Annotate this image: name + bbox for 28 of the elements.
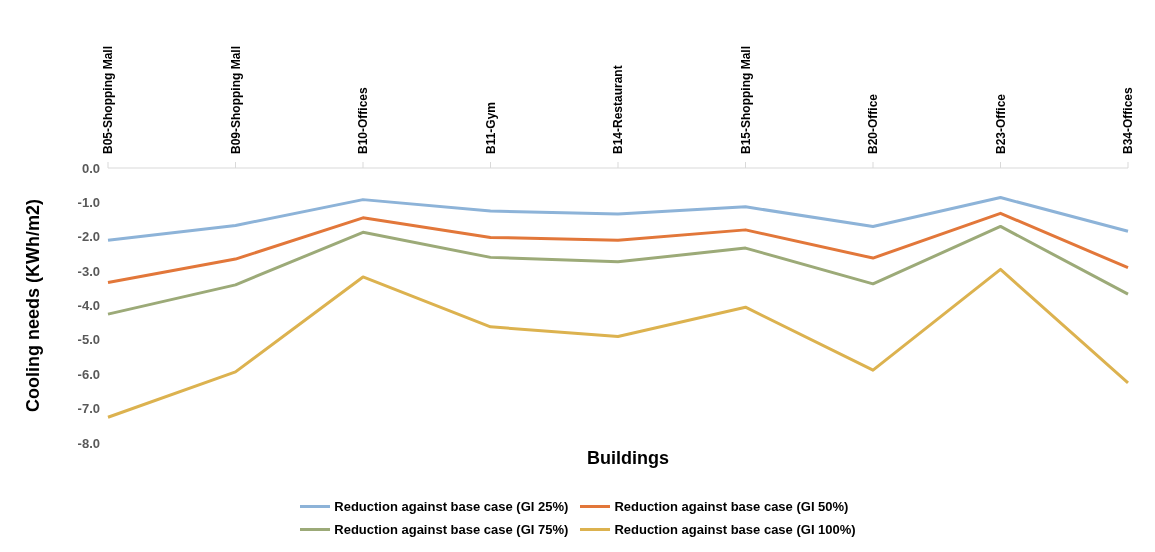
y-tick-label: -6.0 — [77, 366, 100, 382]
x-tick-label: B10-Offices — [356, 86, 370, 154]
y-tick-label: -5.0 — [77, 332, 100, 348]
y-tick-label: -7.0 — [77, 401, 100, 417]
x-tick-label: B05-Shopping Mall — [101, 46, 115, 154]
x-tick-label: B34-Offices — [1121, 86, 1135, 154]
y-tick-label: -8.0 — [77, 435, 100, 451]
legend-label: Reduction against base case (GI 75%) — [334, 522, 569, 537]
legend-label: Reduction against base case (GI 25%) — [334, 499, 569, 514]
y-tick-label: 0.0 — [81, 160, 100, 176]
y-tick-label: -4.0 — [77, 298, 100, 314]
legend-label: Reduction against base case (GI 50%) — [614, 499, 849, 514]
x-tick-label: B20-Office — [866, 93, 880, 154]
line-series — [106, 211, 1130, 284]
y-tick-label: -3.0 — [77, 263, 100, 279]
y-axis-title: Cooling needs (KWh/m2) — [23, 199, 44, 412]
y-tick-label: -2.0 — [77, 229, 100, 245]
x-tick-label: B23-Office — [993, 93, 1008, 154]
legend-label: Reduction against base case (GI 100%) — [614, 522, 856, 537]
line-series — [106, 196, 1130, 242]
line-series — [106, 267, 1130, 419]
x-axis-title: Buildings — [587, 448, 669, 468]
x-tick-label: B09-Shopping Mall — [228, 46, 243, 154]
x-tick-label: B11-Gym — [483, 101, 498, 154]
x-tick-label: B14-Restaurant — [611, 65, 625, 154]
y-tick-label: -1.0 — [77, 194, 100, 210]
x-tick-label: B15-Shopping Mall — [738, 46, 753, 154]
line-series — [106, 224, 1130, 316]
